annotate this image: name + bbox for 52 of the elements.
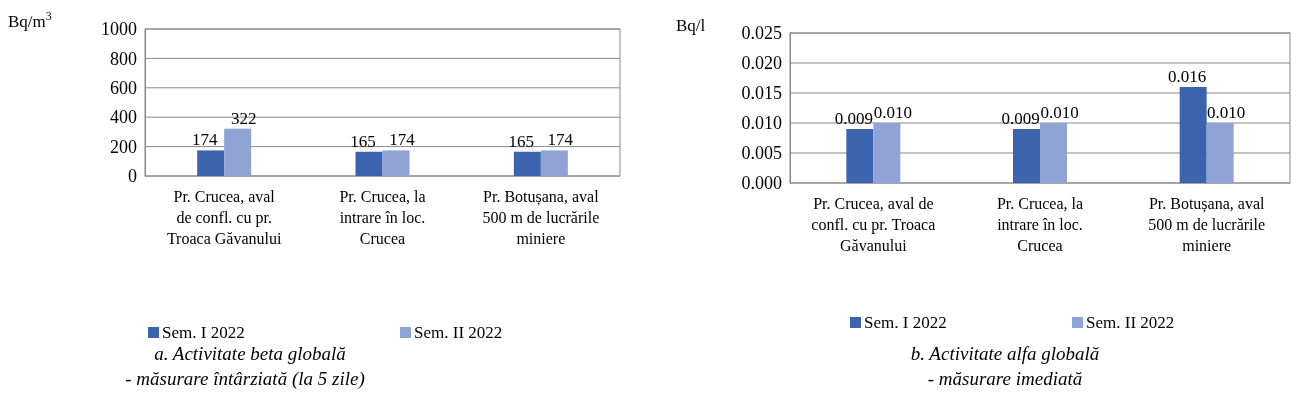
data-label: 174 bbox=[389, 130, 416, 150]
y-tick-label: 600 bbox=[110, 78, 137, 99]
y-tick-label: 0.010 bbox=[741, 113, 782, 134]
text: 0.016 bbox=[1168, 67, 1207, 86]
y-axis-title: Bq/l bbox=[676, 16, 706, 35]
legend-label: Sem. II 2022 bbox=[1086, 313, 1175, 332]
bar bbox=[1206, 123, 1234, 183]
text: 0.009 bbox=[1001, 109, 1040, 128]
x-tick-label: Pr. Botușana, aval 500 m de lucrările miniere bbox=[1148, 195, 1266, 254]
y-tick-label: 800 bbox=[110, 48, 137, 69]
x-tick-label: Pr. Crucea, aval de confl. cu pr. Troaca Găvanului bbox=[811, 195, 936, 254]
x-tick-label: Pr. Crucea, la intrare în loc. Crucea bbox=[339, 188, 426, 247]
x-tick-label: Pr. Crucea, aval de confl. cu pr. Troaca Găvanului bbox=[166, 188, 282, 247]
bar bbox=[1179, 87, 1207, 183]
x-tick-label: Pr. Botușana, aval 500 m de lucrările miniere bbox=[482, 188, 600, 247]
y-tick-label: 0.020 bbox=[741, 53, 782, 74]
bar bbox=[540, 150, 568, 176]
bar bbox=[197, 150, 225, 176]
bar bbox=[1040, 123, 1067, 183]
y-tick-label: 0.005 bbox=[741, 143, 782, 164]
y-tick-label: 400 bbox=[110, 107, 137, 128]
data-label: 174 bbox=[547, 130, 574, 150]
text: 0.010 bbox=[1207, 103, 1246, 122]
legend-label: Sem. I 2022 bbox=[162, 323, 245, 342]
text: b. Activitate alfa globală bbox=[910, 343, 1100, 364]
text: 0.009 bbox=[834, 109, 873, 128]
bar bbox=[355, 151, 383, 176]
legend-label: Sem. II 2022 bbox=[414, 323, 503, 342]
data-label: 165 bbox=[350, 131, 376, 151]
y-tick-label: 0.000 bbox=[741, 173, 782, 194]
bar bbox=[1013, 129, 1040, 183]
bar bbox=[846, 129, 874, 183]
y-tick-label: 200 bbox=[110, 136, 137, 157]
text: 0.010 bbox=[873, 103, 912, 122]
y-tick-label: 0.015 bbox=[741, 83, 782, 104]
text: 0.010 bbox=[1040, 103, 1079, 122]
y-tick-label: 0 bbox=[128, 166, 137, 187]
y-tick-label: 0.025 bbox=[741, 23, 782, 44]
x-tick-label: Pr. Crucea, la intrare în loc. Crucea bbox=[996, 195, 1084, 254]
data-label: 165 bbox=[508, 131, 535, 151]
bar bbox=[224, 128, 252, 176]
data-label: 174 bbox=[191, 130, 218, 150]
data-label: 322 bbox=[230, 108, 257, 128]
text: a. Activitate beta globală bbox=[154, 343, 346, 364]
y-tick-label: 1000 bbox=[101, 19, 137, 40]
text: - măsurare întârziată (la 5 zile) bbox=[125, 368, 365, 390]
text: - măsurare imediată bbox=[927, 368, 1083, 389]
bar bbox=[513, 151, 541, 176]
bar bbox=[382, 150, 410, 176]
legend-label: Sem. I 2022 bbox=[864, 313, 947, 332]
bar bbox=[873, 123, 901, 183]
y-axis-title: Bq/m$^{3}$ bbox=[8, 9, 52, 31]
